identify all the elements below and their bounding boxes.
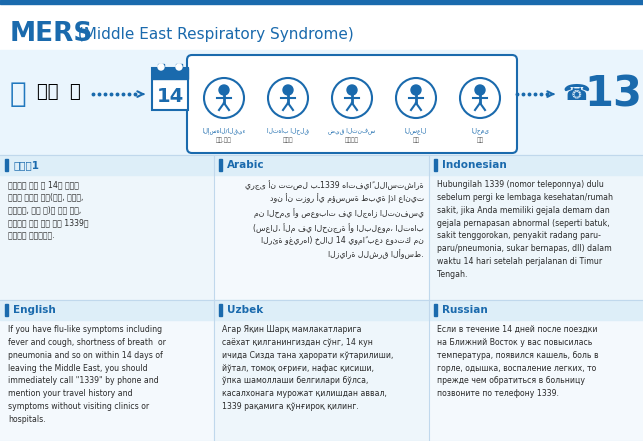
Bar [0,50,643,155]
Bar [429,155,643,300]
Circle shape [268,78,308,118]
Text: 14: 14 [156,86,184,105]
Text: 기침: 기침 [413,137,419,142]
Text: التهاب الحلق: التهاب الحلق [267,127,309,134]
Bar [0,4,643,50]
Bar [429,300,643,441]
Circle shape [176,64,182,70]
Circle shape [396,78,436,118]
Circle shape [475,85,485,95]
Text: Arabic: Arabic [228,160,265,170]
Bar [429,155,643,175]
Bar [214,155,429,175]
Text: If you have flu-like symptoms including
fever and cough, shortness of breath  or: If you have flu-like symptoms including … [8,325,166,424]
Bar [433,159,437,171]
Text: Indonesian: Indonesian [442,160,507,170]
Text: 👨‍👩: 👨‍👩 [37,83,59,101]
Bar [158,64,164,72]
Text: Если в течение 14 дней после поездки
на Ближний Восток у вас повысилась
температ: Если в течение 14 дней после поездки на … [437,325,598,398]
Bar [0,300,214,320]
Circle shape [411,85,421,95]
Text: السعال: السعال [405,127,427,134]
Circle shape [204,78,244,118]
Text: 발열: 발열 [476,137,484,142]
Text: (Middle East Respiratory Syndrome): (Middle East Respiratory Syndrome) [73,26,354,41]
Text: Russian: Russian [442,305,487,315]
Bar [0,0,643,4]
Bar [176,64,182,72]
Text: 호흡곤란: 호흡곤란 [345,137,359,142]
Text: MERS: MERS [10,21,93,47]
Text: Hubungilah 1339 (nomor teleponnya) dulu
sebelum pergi ke lembaga kesehatan/rumah: Hubungilah 1339 (nomor teleponnya) dulu … [437,180,613,279]
Bar [219,159,222,171]
Bar [0,155,214,300]
Text: 중동지역 여행 후 14일 이내에
발열과 호흡기 증상(기침, 인후통,
호흡곤란, 폐렴 등)이 있을 경우,
의료기관 가지 말고 먼저 1339로
전화: 중동지역 여행 후 14일 이내에 발열과 호흡기 증상(기침, 인후통, 호흡… [8,180,89,240]
Bar [429,300,643,320]
Text: 구토,설사: 구토,설사 [216,137,232,142]
Text: الحمى: الحمى [471,127,489,134]
Text: الإسهال/القيء: الإسهال/القيء [203,127,246,134]
Text: ضيق التنفس: ضيق التنفس [329,127,376,134]
Text: 🐪: 🐪 [10,80,26,108]
Bar [214,300,429,320]
Text: English: English [13,305,56,315]
Bar [5,159,8,171]
Circle shape [460,78,500,118]
Text: 인후통: 인후통 [283,137,293,142]
Text: 1339: 1339 [584,73,643,115]
Bar [214,155,429,300]
FancyBboxPatch shape [187,55,517,153]
Circle shape [283,85,293,95]
Text: 🏠: 🏠 [69,83,80,101]
Circle shape [219,85,229,95]
Bar [152,68,188,79]
Bar [0,155,214,175]
Circle shape [332,78,372,118]
Bar [219,304,222,316]
Text: ☎: ☎ [562,84,590,104]
Text: 한국어1: 한국어1 [13,160,39,170]
Text: Uzbek: Uzbek [228,305,264,315]
FancyBboxPatch shape [152,68,188,110]
Text: Агар Яқин Шарқ мамлакатларига
саёхат қилганингиздан сўнг, 14 кун
ичида Сизда тан: Агар Яқин Шарқ мамлакатларига саёхат қил… [222,325,394,411]
Bar [5,304,8,316]
Circle shape [347,85,357,95]
Text: يرجى أن تتصل بـ1339 هاتفياً للاستشارة
دون أن تزور أي مؤسسة طبية إذا عانيت
من الح: يرجى أن تتصل بـ1339 هاتفياً للاستشارة دو… [245,180,424,259]
Bar [433,304,437,316]
Bar [0,300,214,441]
Bar [214,300,429,441]
Circle shape [158,64,164,70]
